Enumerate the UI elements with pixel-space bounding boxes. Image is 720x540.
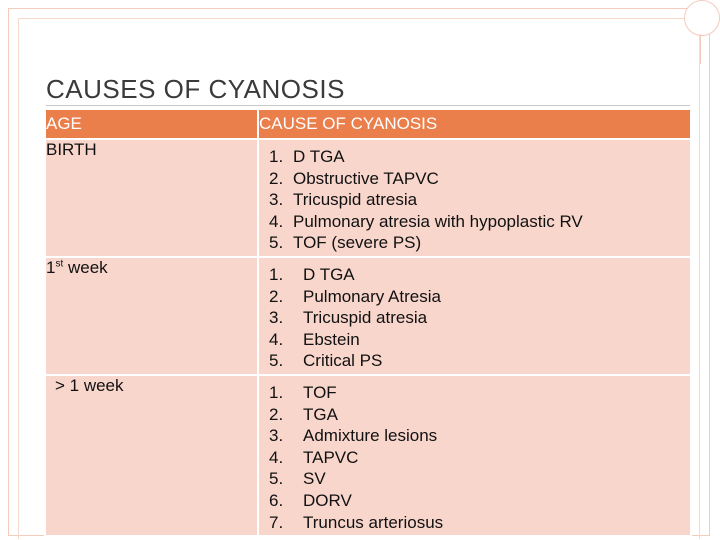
- item-number: 2.: [269, 286, 284, 306]
- item-number: 3.: [269, 426, 284, 446]
- list-item: 3. Tricuspid atresia: [269, 189, 690, 211]
- cause-text: Critical PS: [303, 351, 383, 371]
- cause-text: TAPVC: [303, 447, 359, 467]
- item-number: 4.: [269, 329, 284, 349]
- causes-cell: 1. D TGA 2. Pulmonary Atresia 3. Tricuspid …: [257, 255, 692, 376]
- age-superscript: st: [55, 258, 64, 270]
- cause-text: DORV: [303, 490, 352, 510]
- cause-text: SV: [303, 469, 326, 489]
- list-item: 3. Admixture lesions: [269, 425, 690, 447]
- item-number: 7.: [269, 512, 284, 532]
- list-item: 4. Pulmonary atresia with hypoplastic RV: [269, 211, 690, 233]
- item-number: 2.: [269, 404, 284, 424]
- list-item: 3. Tricuspid atresia: [269, 307, 690, 329]
- cause-text: Pulmonary atresia with hypoplastic RV: [293, 211, 583, 231]
- item-number: 4.: [269, 447, 284, 467]
- cause-text: Tricuspid atresia: [303, 308, 428, 328]
- item-number: 1.: [269, 147, 284, 166]
- item-number: 3.: [269, 308, 284, 328]
- cause-text: TGA: [303, 404, 338, 424]
- table-row: > 1 week 1. TOF 2. TGA 3. Admixture lesions…: [44, 373, 692, 538]
- item-number: 1.: [269, 382, 284, 402]
- item-number: 3.: [269, 190, 284, 210]
- age-cell: BIRTH: [44, 138, 259, 258]
- table-header-row: AGE CAUSE OF CYANOSIS: [44, 108, 692, 140]
- list-item: 2. Pulmonary Atresia: [269, 286, 690, 308]
- causes-list: 1. D TGA 2. Pulmonary Atresia 3. Tricuspid …: [259, 258, 690, 374]
- cause-text: Ebstein: [303, 329, 360, 349]
- cause-text: D TGA: [303, 264, 355, 284]
- decorative-circle: [684, 0, 720, 36]
- list-item: 5. Critical PS: [269, 350, 690, 372]
- item-number: 5.: [269, 351, 284, 371]
- list-item: 1. D TGA: [269, 264, 690, 286]
- slide-frame-inner: [18, 18, 700, 539]
- list-item: 2. TGA: [269, 404, 690, 426]
- list-item: 5. SV: [269, 468, 690, 490]
- age-cell: > 1 week: [44, 373, 259, 538]
- title-rule: [46, 105, 690, 106]
- decorative-line: [700, 34, 701, 64]
- cause-text: Truncus arteriosus: [303, 512, 444, 532]
- slide-title: Causes of Cyanosis: [46, 74, 345, 104]
- causes-cell: 1. TOF 2. TGA 3. Admixture lesions 4. TAPVC …: [257, 373, 692, 538]
- item-number: 2.: [269, 168, 284, 188]
- list-item: 1. TOF: [269, 382, 690, 404]
- item-number: 6.: [269, 490, 284, 510]
- cause-text: D TGA: [293, 147, 345, 166]
- header-cause: CAUSE OF CYANOSIS: [257, 108, 692, 140]
- cyanosis-table: AGE CAUSE OF CYANOSIS BIRTH 1. D TGA 2. Ob…: [44, 108, 692, 538]
- item-number: 4.: [269, 211, 284, 231]
- list-item: 1. D TGA: [269, 146, 690, 168]
- table-row: BIRTH 1. D TGA 2. Obstructive TAPVC 3. Tric…: [44, 138, 692, 258]
- list-item: 4. Ebstein: [269, 329, 690, 351]
- item-number: 5.: [269, 233, 284, 253]
- item-number: 5.: [269, 469, 284, 489]
- list-item: 6. DORV: [269, 490, 690, 512]
- list-item: 2. Obstructive TAPVC: [269, 168, 690, 190]
- item-number: 1.: [269, 264, 284, 284]
- table-row: 1st week 1. D TGA 2. Pulmonary Atresia 3. T…: [44, 255, 692, 376]
- causes-cell: 1. D TGA 2. Obstructive TAPVC 3. Tricuspid …: [257, 138, 692, 258]
- header-age: AGE: [44, 108, 259, 140]
- cause-text: TOF: [303, 382, 337, 402]
- age-main: 1: [46, 257, 56, 277]
- causes-list: 1. TOF 2. TGA 3. Admixture lesions 4. TAPVC …: [259, 376, 690, 535]
- cause-text: Admixture lesions: [303, 426, 438, 446]
- list-item: 5. TOF (severe PS): [269, 232, 690, 254]
- cause-text: Tricuspid atresia: [293, 190, 418, 210]
- cause-text: Pulmonary Atresia: [303, 286, 441, 306]
- age-cell: 1st week: [44, 255, 259, 376]
- age-rest: week: [63, 257, 108, 277]
- list-item: 4. TAPVC: [269, 447, 690, 469]
- list-item: 7. Truncus arteriosus: [269, 512, 690, 534]
- cause-text: TOF (severe PS): [293, 233, 422, 253]
- cause-text: Obstructive TAPVC: [293, 168, 439, 188]
- causes-list: 1. D TGA 2. Obstructive TAPVC 3. Tricuspid …: [259, 140, 690, 256]
